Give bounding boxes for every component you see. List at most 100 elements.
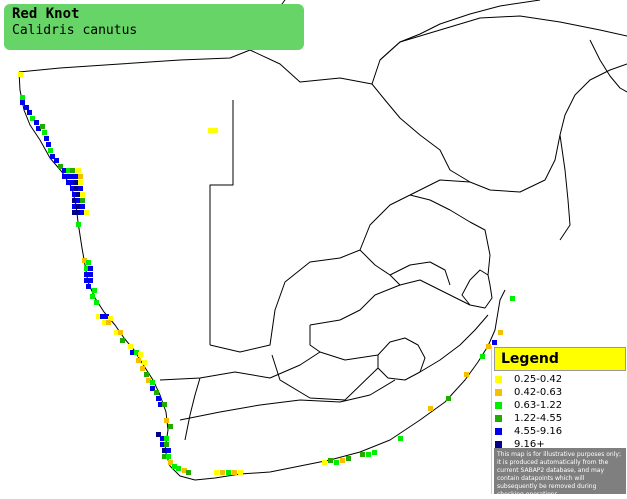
legend-label: 0.63-1.22 [514,400,563,411]
grid-cell [86,260,91,265]
legend-swatch [495,428,502,435]
grid-cell [50,154,55,159]
border-south-africa-north [209,194,491,353]
grid-cell [366,452,371,457]
grid-cell [66,168,71,173]
grid-cell [74,174,79,179]
species-scientific-name: Calidris canutus [12,23,138,38]
province-border-4 [309,279,471,326]
legend-swatch [495,415,502,422]
legend-header: Legend [494,347,626,371]
grid-cell [24,105,29,110]
grid-cell [154,390,159,395]
legend-label: 4.55-9.16 [514,426,563,437]
grid-cell [328,458,333,463]
grid-cell [372,450,377,455]
grid-cell [86,284,91,289]
grid-cell [208,128,218,133]
grid-cell [428,406,433,411]
atlas-cells [18,72,515,475]
grid-cell [480,354,485,359]
grid-cell [220,470,225,475]
grid-cell [114,330,119,335]
grid-cell [176,466,181,471]
grid-cell [138,352,143,357]
grid-cell [88,266,93,271]
grid-cell [80,210,85,215]
grid-cell [238,470,243,475]
grid-cell [150,380,155,385]
legend-label: 0.25-0.42 [514,374,563,385]
grid-cell [160,436,165,441]
legend-label: 1.22-4.55 [514,413,563,424]
grid-cell [168,460,173,465]
grid-cell [84,266,89,271]
grid-cell [186,470,191,475]
grid-cell [102,320,107,325]
grid-cell [118,330,123,335]
province-border-2 [271,354,379,401]
legend-item: 0.63-1.22 [495,399,562,412]
grid-cell [62,168,67,173]
grid-cell [94,300,99,305]
grid-cell [164,436,169,441]
legend-item: 1.22-4.55 [495,412,562,425]
grid-cell [48,148,53,153]
grid-cell [158,402,163,407]
grid-cell [84,210,89,215]
grid-cell [166,454,171,459]
grid-cell [164,442,169,447]
grid-cell [34,120,39,125]
grid-cell [92,288,97,293]
grid-cell [334,460,339,465]
grid-cell [18,72,23,77]
legend-panel: Legend 0.25-0.42 0.42-0.63 0.63-1.22 1.2… [491,346,627,498]
grid-cell [76,222,81,227]
border-limpopo [409,179,471,196]
grid-cell [72,198,77,203]
disclaimer-note: This map is for illustrative purposes on… [494,448,626,498]
grid-cell [20,100,25,105]
grid-cell [82,258,87,263]
grid-cell [322,460,327,465]
grid-cell [66,180,71,185]
grid-cell [120,338,125,343]
province-border-3 [179,379,396,421]
grid-cell [464,372,469,377]
border-zimbabwe-east [589,39,627,93]
grid-cell [72,210,77,215]
grid-cell [106,320,111,325]
grid-cell [96,314,101,319]
grid-cell [88,272,93,277]
legend-label: 9.16+ [514,439,545,450]
grid-cell [232,470,237,475]
grid-cell [88,278,93,283]
grid-cell [162,402,167,407]
grid-cell [134,350,139,355]
grid-cell [27,110,32,115]
border-botswana-zimbabwe [371,63,627,193]
grid-cell [486,344,491,349]
grid-cell [20,95,25,100]
grid-cell [168,424,173,429]
grid-cell [74,186,79,191]
grid-cell [146,378,151,383]
province-border-6 [419,314,489,373]
legend-swatch [495,389,502,396]
province-border-8 [184,377,201,441]
grid-cell [76,210,81,215]
grid-cell [172,464,177,469]
grid-cell [140,366,145,371]
grid-cell [42,130,47,135]
grid-cell [62,174,67,179]
grid-cell [40,124,45,129]
species-common-name: Red Knot [12,6,80,22]
grid-cell [108,316,113,321]
grid-cell [78,174,83,179]
grid-cell [182,468,187,473]
border-eswatini [461,269,493,309]
grid-cell [80,204,85,209]
border-lesotho [377,337,426,381]
grid-cell [84,272,89,277]
grid-cell [76,168,81,173]
